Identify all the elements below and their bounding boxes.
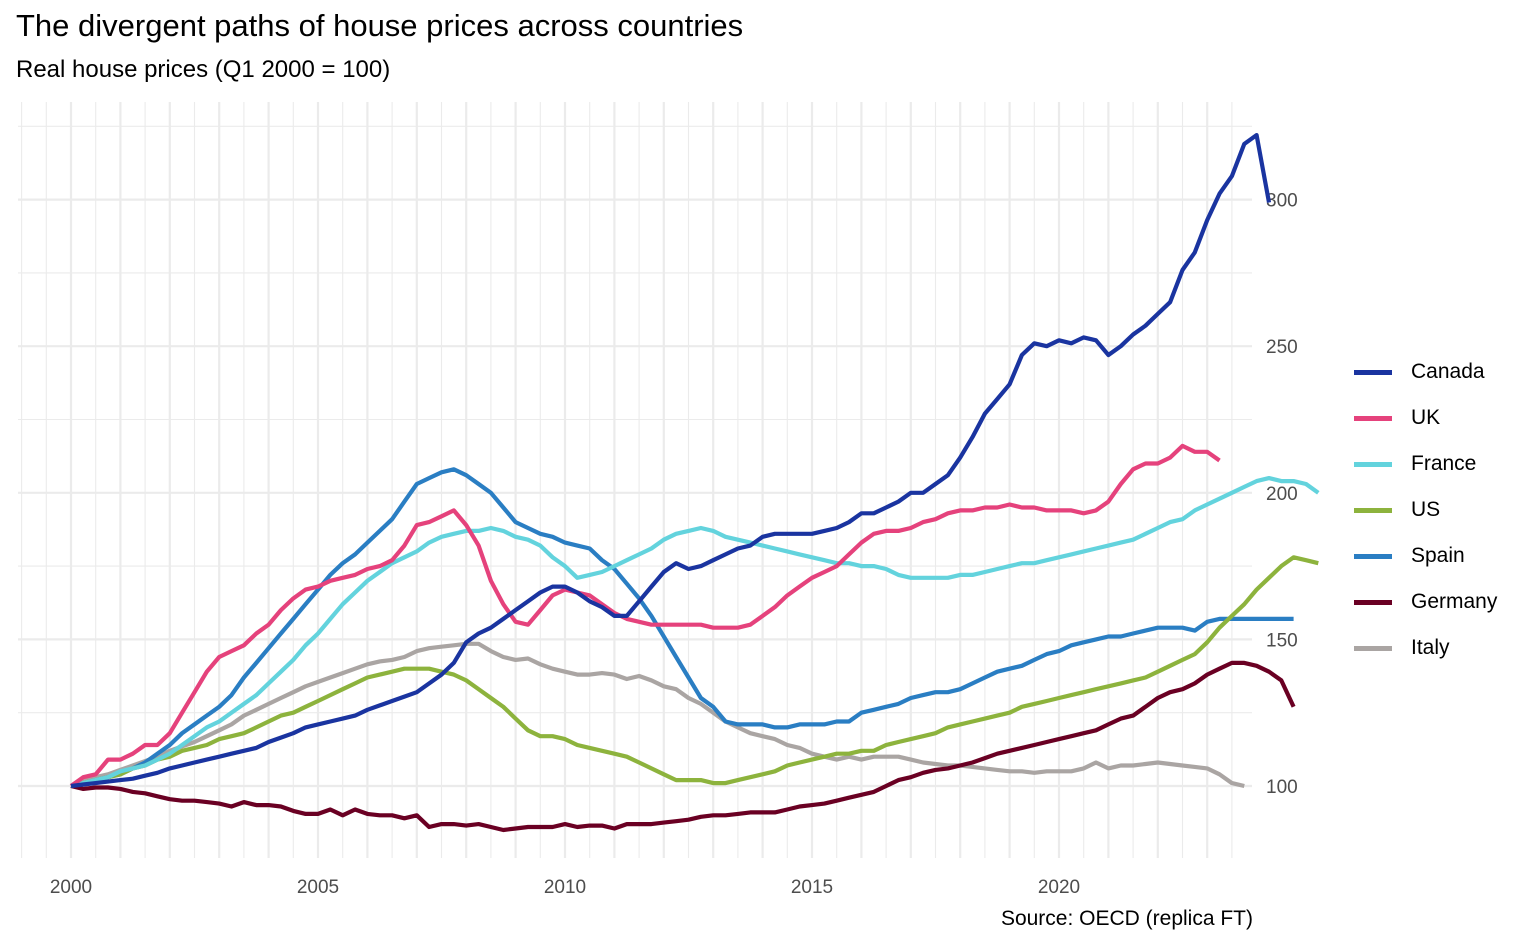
- legend-label: Italy: [1411, 636, 1450, 659]
- series-line-uk: [69, 443, 1221, 788]
- legend-item-us: US: [1354, 487, 1497, 533]
- series-line-germany: [70, 660, 1296, 833]
- legend-swatch: [1354, 553, 1392, 559]
- source-caption: Source: OECD (replica FT): [1000, 907, 1253, 930]
- legend-item-uk: UK: [1354, 395, 1497, 441]
- chart-title: The divergent paths of house prices acro…: [16, 8, 744, 43]
- series-line-canada: [70, 133, 1272, 789]
- legend-swatch: [1354, 461, 1392, 467]
- legend-swatch: [1354, 599, 1392, 605]
- series-line-us: [70, 555, 1319, 789]
- legend-label: France: [1411, 452, 1477, 475]
- y-tick-label: 200: [1266, 484, 1298, 505]
- legend-label: Germany: [1411, 590, 1498, 613]
- legend-item-italy: Italy: [1354, 625, 1497, 671]
- series-line-italy: [70, 641, 1245, 789]
- legend-label: Spain: [1411, 544, 1465, 567]
- y-tick-label: 300: [1266, 191, 1298, 212]
- legend-label: UK: [1411, 406, 1441, 429]
- series-line-spain: [70, 467, 1294, 789]
- series-line-france: [70, 476, 1320, 789]
- legend-swatch: [1354, 369, 1392, 375]
- x-tick-label: 2020: [1038, 877, 1080, 898]
- y-tick-label: 150: [1266, 630, 1298, 651]
- legend-label: US: [1411, 498, 1441, 521]
- y-tick-label: 100: [1266, 777, 1298, 798]
- x-tick-label: 2000: [50, 877, 92, 898]
- x-tick-label: 2015: [791, 877, 833, 898]
- legend-item-germany: Germany: [1354, 579, 1497, 625]
- chart-subtitle: Real house prices (Q1 2000 = 100): [16, 56, 391, 83]
- legend-item-spain: Spain: [1354, 533, 1497, 579]
- x-tick-label: 2005: [297, 877, 339, 898]
- y-tick-label: 250: [1266, 337, 1298, 358]
- legend-swatch: [1354, 645, 1392, 651]
- legend-label: Canada: [1411, 360, 1485, 383]
- legend-item-france: France: [1354, 441, 1497, 487]
- legend-swatch: [1354, 507, 1392, 513]
- legend-item-canada: Canada: [1354, 349, 1497, 395]
- x-axis: 2000 2005 2010 2015 2020: [50, 877, 1080, 898]
- legend-swatch: [1354, 415, 1392, 421]
- y-axis: 100 150 200 250 300: [1266, 191, 1298, 798]
- series-lines: [69, 133, 1320, 833]
- x-tick-label: 2010: [544, 877, 586, 898]
- legend: Canada UK France US Spain Germany Italy: [1354, 349, 1497, 671]
